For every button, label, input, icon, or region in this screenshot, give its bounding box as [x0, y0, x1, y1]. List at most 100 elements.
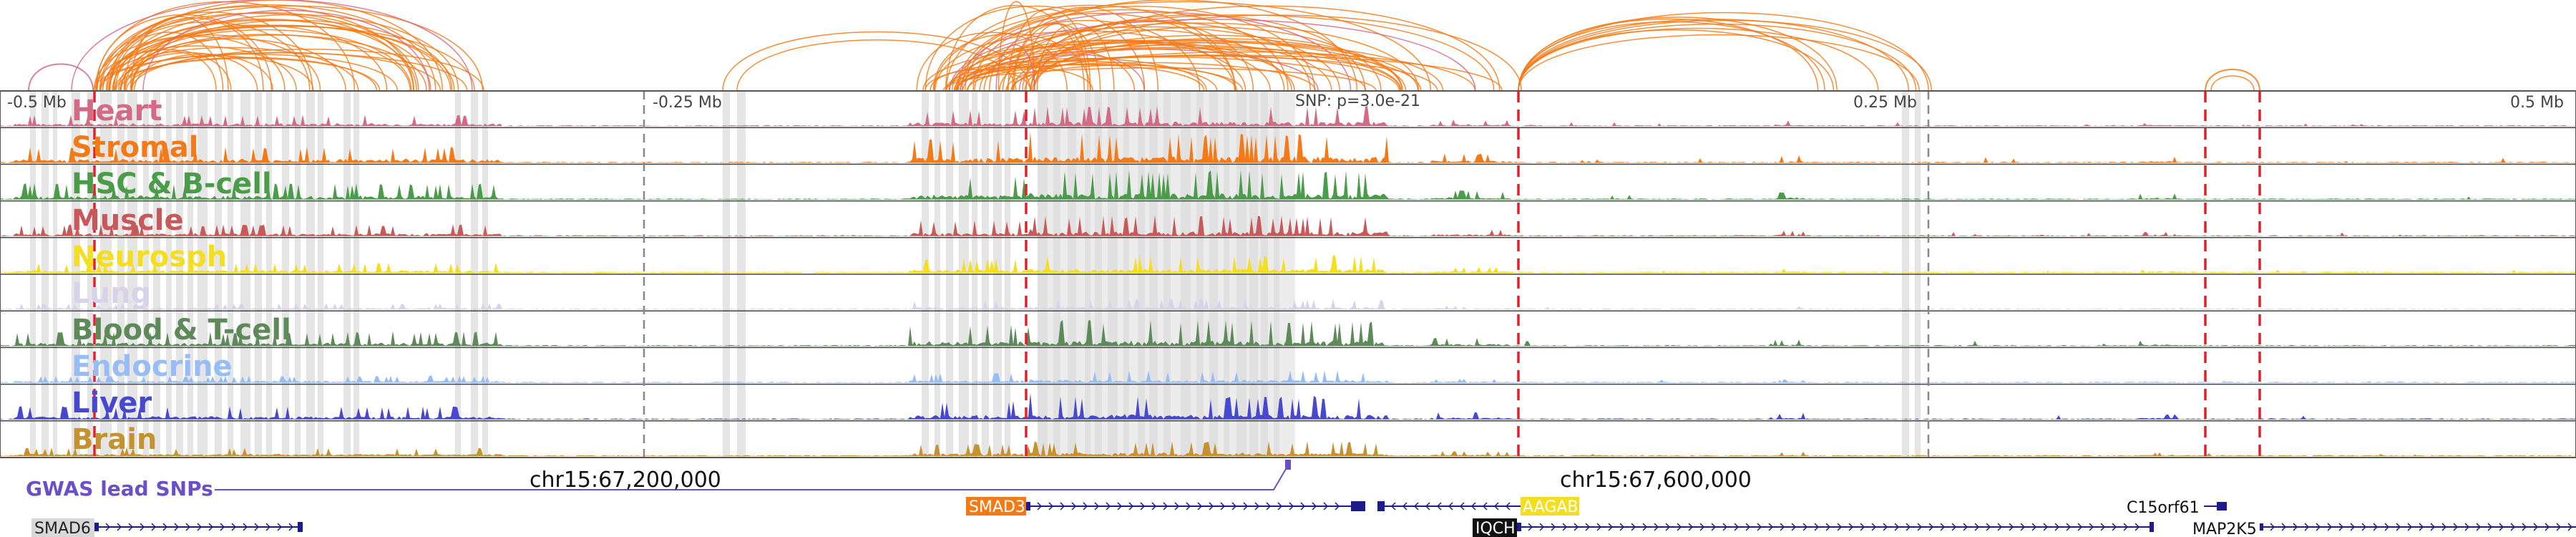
loop-arc [949, 19, 1476, 92]
strand-arrow [1562, 523, 1568, 531]
strand-arrow [2522, 523, 2527, 531]
gene-label-iqch[interactable]: IQCH [1475, 520, 1516, 537]
loop-arc [983, 14, 1495, 92]
strand-arrow [2464, 523, 2470, 531]
gene-exon [2217, 502, 2227, 511]
loop-arc [953, 57, 1207, 92]
strand-arrow [197, 523, 203, 531]
strand-arrow [2567, 523, 2573, 531]
strand-arrow [1757, 523, 1762, 531]
loop-arc [109, 0, 444, 92]
strand-arrows [1528, 523, 2140, 531]
strand-arrow [128, 523, 134, 531]
gene-label-smad3[interactable]: SMAD3 [969, 498, 1025, 516]
strand-arrow [1791, 523, 1797, 531]
strand-arrow [151, 523, 157, 531]
tracks-frame [0, 90, 2576, 458]
loop-arc [945, 5, 1085, 92]
loop-arc [924, 5, 1146, 92]
track-label-neurosph: Neurosph [72, 241, 227, 274]
strand-arrow [2453, 523, 2459, 531]
strand-arrow [2545, 523, 2550, 531]
track-separators [0, 127, 2576, 422]
coordinate-label: chr15:67,200,000 [530, 468, 721, 493]
strand-arrow [1631, 523, 1636, 531]
strand-arrow [1722, 523, 1728, 531]
strand-arrow [2100, 523, 2106, 531]
strand-arrow [1266, 502, 1272, 511]
strand-arrow [1654, 523, 1659, 531]
gene-label-smad6[interactable]: SMAD6 [34, 520, 91, 537]
strand-arrow [1871, 523, 1877, 531]
track-label-hsc-b-cell: HSC & B-cell [72, 168, 272, 200]
tad-boundary-lines [93, 91, 2261, 458]
strand-arrow [1174, 502, 1180, 511]
gene-exon [298, 522, 303, 532]
loop-arc [2205, 69, 2260, 92]
gene-label-bg [1473, 518, 1517, 537]
loop-arc [95, 45, 297, 92]
strand-arrow [1448, 502, 1453, 511]
gwas-label: GWAS lead SNPs [26, 477, 213, 500]
strand-arrow [1335, 502, 1340, 511]
loop-arc [28, 63, 94, 92]
strand-arrow [1986, 523, 1991, 531]
loop-arc [1013, 34, 1403, 92]
strand-arrow [1539, 523, 1545, 531]
track-label-blood-t-cell: Blood & T-cell [72, 314, 291, 347]
strand-arrow [243, 523, 248, 531]
strand-arrow [1780, 523, 1785, 531]
strand-arrow [105, 523, 111, 531]
strand-arrow [2327, 523, 2333, 531]
track-label-endocrine: Endocrine [72, 350, 233, 383]
strand-arrow [1596, 523, 1602, 531]
strand-arrow [1642, 523, 1648, 531]
track-label-liver: Liver [72, 387, 152, 420]
strand-arrow [1083, 502, 1088, 511]
gene-label-c15orf61[interactable]: C15orf61 [2127, 499, 2200, 517]
loop-arc [966, 62, 1317, 92]
strand-arrow [2009, 523, 2014, 531]
strand-arrow [1459, 502, 1465, 511]
strand-arrow [2054, 523, 2060, 531]
loop-arc [1518, 29, 1835, 92]
strand-arrow [1608, 523, 1614, 531]
strand-arrow [254, 523, 260, 531]
strand-arrow [1917, 523, 1923, 531]
signal-track [0, 105, 2576, 127]
axis-tick-label: -0.25 Mb [653, 94, 722, 112]
gene-exon [1351, 501, 1365, 511]
loop-arc [957, 47, 1422, 92]
loop-arc [960, 26, 1341, 92]
strand-arrow [1289, 502, 1294, 511]
loop-arc [916, 32, 1068, 92]
strand-arrow [1837, 523, 1843, 531]
gene-label-map2k5[interactable]: MAP2K5 [2192, 521, 2257, 537]
gene-label-bg [966, 497, 1026, 516]
loop-arc [125, 52, 441, 92]
loop-arc [1012, 6, 1158, 92]
loop-arc [1024, 42, 1419, 92]
gene-exon [1377, 501, 1385, 511]
loop-arc [142, 9, 430, 92]
strand-arrow [231, 523, 237, 531]
strand-arrow [2441, 523, 2447, 531]
strand-arrow [140, 523, 145, 531]
strand-arrow [2089, 523, 2094, 531]
strand-arrow [2135, 523, 2140, 531]
strand-arrow [1928, 523, 1934, 531]
loop-arc [109, 11, 313, 92]
loop-arc [961, 12, 1236, 92]
strand-arrow [2361, 523, 2367, 531]
strand-arrow [2123, 523, 2129, 531]
loop-arc [995, 44, 1035, 92]
strand-arrow [2350, 523, 2356, 531]
strand-arrow [2020, 523, 2026, 531]
strand-arrow [1551, 523, 1556, 531]
strand-arrow [1585, 523, 1591, 531]
signal-track [0, 370, 2576, 383]
gene-label-aagab[interactable]: AAGAB [1523, 498, 1579, 516]
loop-arc [117, 29, 412, 92]
strand-arrow [1951, 523, 1957, 531]
